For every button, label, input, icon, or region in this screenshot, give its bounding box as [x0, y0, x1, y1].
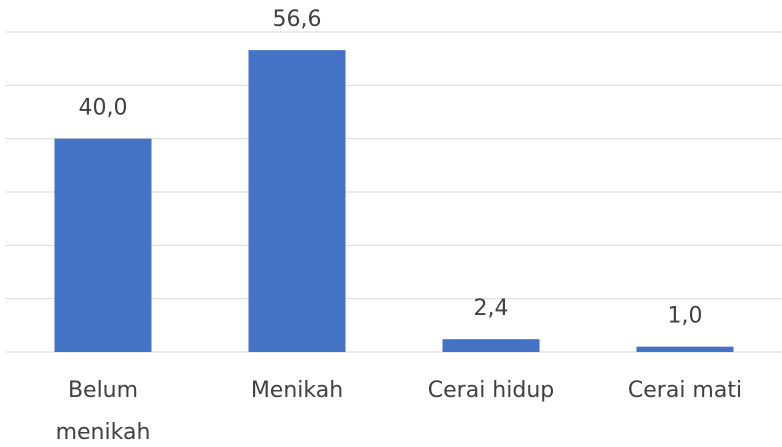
data-label: 40,0 — [79, 96, 128, 121]
x-tick-label: Menikah — [250, 378, 344, 403]
x-tick-label: Belum menikah — [55, 378, 151, 445]
bar — [248, 50, 346, 353]
data-label: 56,6 — [273, 7, 322, 32]
data-label: 1,0 — [668, 304, 703, 329]
x-tick-label: Cerai mati — [627, 378, 743, 403]
bar — [442, 339, 540, 352]
data-label: 2,4 — [474, 296, 509, 321]
bar — [636, 346, 734, 352]
x-tick-label: Cerai hidup — [427, 378, 555, 403]
bar — [54, 138, 152, 352]
